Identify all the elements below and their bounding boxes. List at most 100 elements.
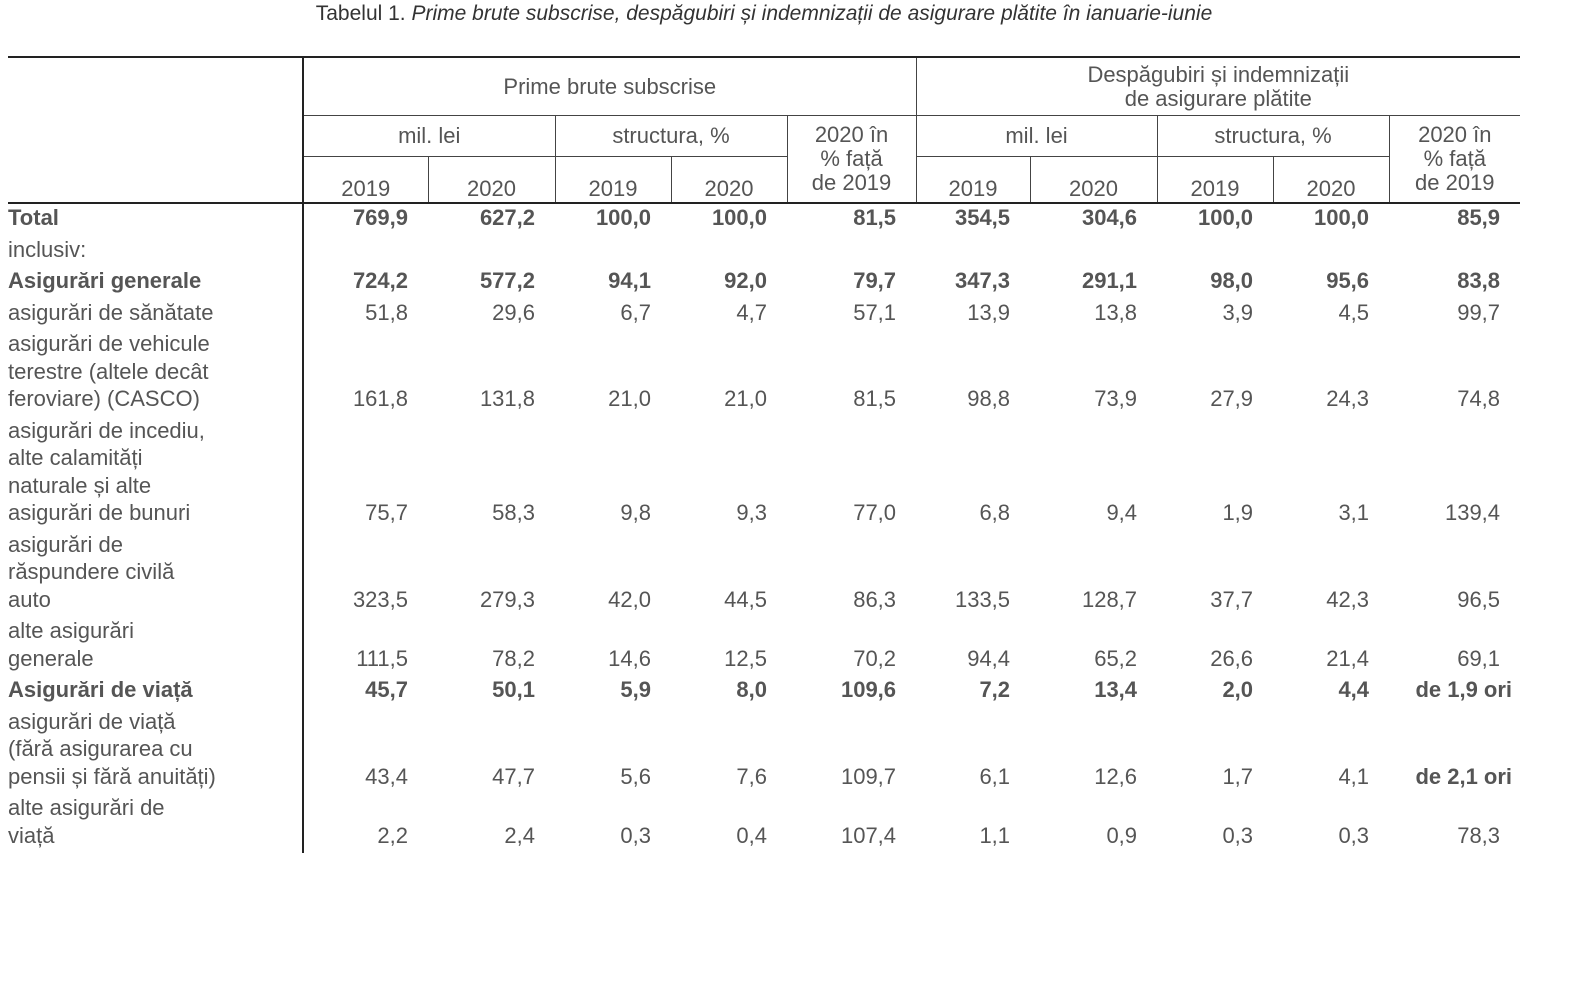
table-row-asigurari-viata: Asigurări de viață 45,7 50,1 5,9 8,0 109… xyxy=(8,676,1520,708)
cell-desp-str-2019: 26,6 xyxy=(1210,645,1254,671)
header-prime-ratio-line3: de 2019 xyxy=(811,170,892,195)
cell-prime-mil-2020: 627,2 xyxy=(479,205,535,230)
cell-prime-str-2020: 7,6 xyxy=(736,763,767,789)
header-group-despagubiri: Despăgubiri și indemnizații de asigurare … xyxy=(915,56,1521,116)
cell-prime-mil-2019: 769,9 xyxy=(302,203,428,236)
cell-desp-str-2020: 21,4 xyxy=(1326,645,1370,671)
caption-label: Tabelul 1. xyxy=(315,2,406,25)
cell-desp-str-2020 xyxy=(1273,236,1389,268)
cell-prime-mil-2019: 724,2 xyxy=(302,267,428,299)
cell-desp-mil-2020: 13,8 xyxy=(1094,299,1138,325)
table-row-casco: asigurări de vehicule terestre (altele de… xyxy=(8,330,1520,417)
cell-prime-mil-2019: 45,7 xyxy=(302,676,428,708)
row-label: asigurări de vehicule terestre (altele de… xyxy=(8,330,303,417)
cell-desp-mil-2019: 347,3 xyxy=(954,268,1011,293)
header-prime-ratio: 2020 în% față de 2019 xyxy=(786,115,917,204)
cell-prime-ratio: 107,4 xyxy=(840,822,897,848)
cell-desp-str-2020: 100,0 xyxy=(1313,205,1370,230)
cell-prime-str-2019: 100,0 xyxy=(595,205,651,230)
cell-desp-mil-2020: 13,4 xyxy=(1094,677,1138,702)
row-label-line: generale xyxy=(8,645,94,671)
cell-prime-mil-2020: 2,4 xyxy=(504,822,535,848)
row-label-line: (fără asigurarea cu xyxy=(8,736,193,761)
cell-desp-str-2020: 0,3 xyxy=(1338,822,1370,848)
cell-desp-mil-2020: 128,7 xyxy=(1081,586,1138,612)
cell-desp-str-2019: 98,0 xyxy=(1210,268,1254,293)
cell-desp-str-2019: 27,9 xyxy=(1210,386,1254,411)
row-label-line: asigurări de viață xyxy=(8,708,176,734)
cell-prime-str-2019: 42,0 xyxy=(608,586,651,612)
cell-prime-str-2019: 0,3 xyxy=(620,822,651,848)
cell-desp-mil-2019 xyxy=(916,236,1030,268)
cell-desp-ratio: 69,1 xyxy=(1457,645,1501,671)
cell-desp-str-2019: 3,9 xyxy=(1222,299,1254,325)
cell-desp-str-2020: 4,4 xyxy=(1338,677,1370,702)
cell-prime-str-2020: 44,5 xyxy=(724,586,767,612)
cell-desp-mil-2020: 304,6 xyxy=(1081,205,1138,230)
cell-prime-str-2020: 4,7 xyxy=(736,299,767,325)
row-label-line: viață xyxy=(8,822,55,848)
table-row-inclusiv: inclusiv: xyxy=(8,235,1520,268)
row-label: inclusiv: xyxy=(8,236,87,262)
cell-prime-mil-2020: 78,2 xyxy=(492,645,535,671)
cell-desp-mil-2020: 9,4 xyxy=(1106,500,1138,525)
cell-prime-str-2020: 92,0 xyxy=(724,268,767,293)
row-label: asigurări de viață (fără asigurarea cu pen… xyxy=(8,708,303,795)
cell-prime-ratio: 79,7 xyxy=(853,268,897,293)
cell-prime-mil-2020: 47,7 xyxy=(492,763,535,789)
cell-prime-ratio xyxy=(787,236,916,268)
cell-desp-str-2019: 0,3 xyxy=(1222,822,1254,848)
cell-desp-ratio: de 1,9 ori xyxy=(1415,677,1513,702)
row-label: asigurări de incediu, alte calamități natu… xyxy=(8,417,303,531)
cell-desp-str-2020: 95,6 xyxy=(1326,268,1370,293)
header-group-despagubiri-line2: de asigurare plătite xyxy=(1124,85,1312,111)
row-label-line: alte asigurări de xyxy=(8,795,165,820)
cell-desp-mil-2019: 6,1 xyxy=(979,763,1011,789)
row-label-line: alte asigurări xyxy=(8,618,134,643)
row-label-line: feroviare) (CASCO) xyxy=(8,386,200,411)
header-year-desp-str-2020: 2020 xyxy=(1272,156,1390,204)
cell-desp-ratio xyxy=(1389,236,1520,268)
header-desp-ratio-line2: % față xyxy=(1423,146,1486,171)
row-label-line: auto xyxy=(8,586,51,612)
table-row-incendiu: asigurări de incediu, alte calamități natu… xyxy=(8,416,1520,531)
cell-desp-str-2019: 2,0 xyxy=(1222,677,1254,702)
cell-prime-str-2019: 5,6 xyxy=(620,763,651,789)
header-prime-ratio-line1: 2020 în xyxy=(814,122,889,147)
table-row-viata-fara-pensii: asigurări de viață (fără asigurarea cu pen… xyxy=(8,707,1520,795)
header-prime-ratio-line2: % față xyxy=(820,146,883,171)
cell-prime-str-2019: 5,9 xyxy=(620,677,651,702)
cell-desp-mil-2020: 65,2 xyxy=(1094,645,1138,671)
cell-prime-mil-2020: 58,3 xyxy=(492,500,535,525)
header-year-prime-str-2020: 2020 xyxy=(670,156,787,204)
table-row-rca: asigurări de răspundere civilă auto 323,5 … xyxy=(8,530,1520,618)
cell-desp-ratio: 85,9 xyxy=(1457,205,1501,230)
table-row-asigurari-generale: Asigurări generale 724,2 577,2 94,1 92,0… xyxy=(8,267,1520,299)
header-desp-structura: structura, % xyxy=(1156,115,1390,157)
row-label-line: pensii și fără anuități) xyxy=(8,763,216,789)
cell-desp-mil-2019: 1,1 xyxy=(979,822,1011,848)
row-label: alte asigurări de viață xyxy=(8,794,303,853)
cell-prime-mil-2020: 279,3 xyxy=(479,586,535,612)
row-label: Total xyxy=(8,205,59,230)
header-year-desp-mil-2020: 2020 xyxy=(1029,156,1158,204)
row-label-line: alte calamități xyxy=(8,445,143,470)
table-row-alte-generale: alte asigurări generale 111,5 78,2 14,6 1… xyxy=(8,617,1520,676)
header-group-despagubiri-line1: Despăgubiri și indemnizații xyxy=(1087,61,1350,87)
row-label: asigurări de răspundere civilă auto xyxy=(8,531,303,618)
cell-prime-str-2020 xyxy=(671,236,787,268)
row-label: Asigurări generale xyxy=(8,268,202,293)
row-label-line: asigurări de incediu, xyxy=(8,417,205,443)
row-label: Asigurări de viață xyxy=(8,677,193,702)
header-desp-mil-lei: mil. lei xyxy=(915,115,1158,157)
cell-desp-str-2020: 3,1 xyxy=(1338,500,1370,525)
table-body: Total 769,9 627,2 100,0 100,0 81,5 354,5… xyxy=(8,203,1520,853)
cell-desp-str-2020: 4,5 xyxy=(1338,299,1370,325)
cell-prime-mil-2019 xyxy=(302,235,428,267)
cell-prime-ratio: 70,2 xyxy=(853,645,897,671)
cell-desp-mil-2019: 6,8 xyxy=(979,500,1011,525)
cell-desp-str-2020: 42,3 xyxy=(1326,586,1370,612)
row-label: asigurări de sănătate xyxy=(8,299,214,325)
table-header: Prime brute subscrise Despăgubiri și ind… xyxy=(8,56,1521,204)
cell-desp-mil-2019: 7,2 xyxy=(979,677,1011,702)
